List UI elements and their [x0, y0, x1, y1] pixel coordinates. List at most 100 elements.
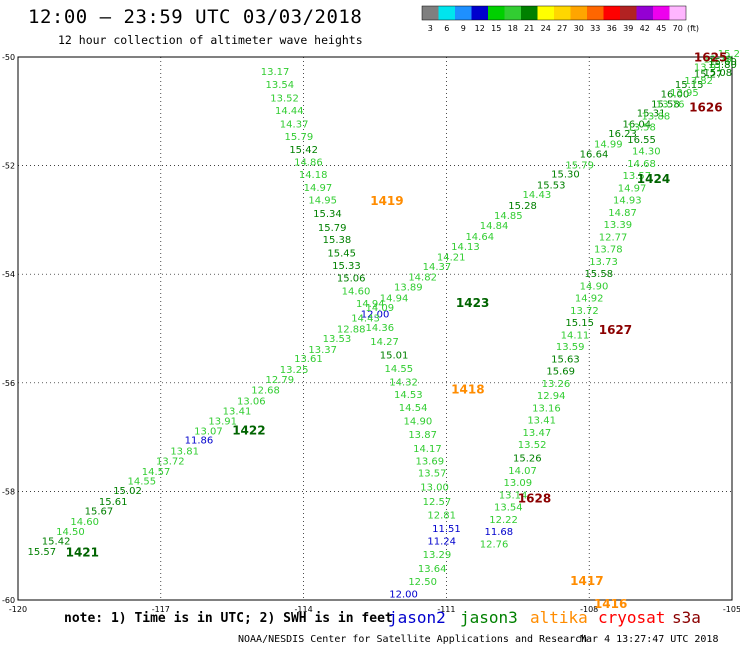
legend-swatch — [504, 6, 521, 20]
swh-reading: 11.68 — [484, 527, 513, 538]
swh-reading: 15.58 — [651, 99, 680, 110]
note-text: note: 1) Time is in UTC; 2) SWH is in fe… — [64, 611, 393, 626]
swh-reading: 13.00 — [420, 482, 449, 493]
swh-reading: 14.54 — [399, 403, 428, 414]
swh-reading: 13.54 — [494, 502, 523, 513]
legend-swatch — [620, 6, 637, 20]
swh-reading: 14.95 — [308, 196, 337, 207]
swh-reading: 16.23 — [608, 129, 637, 140]
swh-reading: 13.47 — [523, 428, 552, 439]
swh-reading: 11.51 — [432, 524, 461, 535]
track-labels: 1625 1626 1424 1419 1423 1627 1418 1422 1628 1421… — [66, 50, 728, 611]
swh-reading: 14.94 — [380, 293, 409, 304]
track-time-label: 1416 — [594, 597, 627, 611]
mission-jason2: jason2 — [388, 608, 446, 627]
swh-reading: 15.15 — [565, 318, 594, 329]
swh-reading: 14.90 — [580, 281, 609, 292]
swh-reading: 13.57 — [418, 469, 447, 480]
legend-tick-label: 21 — [524, 24, 534, 33]
legend-tick-label: 70 — [673, 24, 683, 33]
track-time-label: 1421 — [66, 546, 99, 560]
swh-reading: 14.30 — [632, 147, 661, 158]
swh-reading: 13.52 — [518, 440, 547, 451]
swh-reading: 13.17 — [261, 67, 290, 78]
swh-reading: 15.60 — [708, 57, 737, 68]
lat-tick-label: -56 — [2, 379, 15, 388]
lat-tick-label: -60 — [2, 596, 15, 605]
swh-reading: 15.42 — [289, 145, 318, 156]
legend-tick-label: 36 — [607, 24, 617, 33]
track-time-label: 1417 — [570, 574, 603, 588]
legend-unit-label: (ft) — [687, 24, 699, 33]
swh-reading: 12.50 — [408, 577, 437, 588]
swh-reading: 15.08 — [703, 68, 732, 79]
swh-reading: 14.32 — [389, 378, 418, 389]
footer-timestamp: Mar 4 13:27:47 UTC 2018 — [580, 634, 719, 645]
swh-reading: 12.22 — [489, 515, 518, 526]
swh-reading: 15.15 — [675, 80, 704, 91]
lon-tick-label: -117 — [152, 605, 170, 614]
swh-reading: 15.01 — [380, 350, 409, 361]
swh-reading: 12.94 — [537, 391, 566, 402]
lat-tick-label: -58 — [2, 487, 15, 496]
lat-tick-label: -54 — [2, 270, 15, 279]
swh-reading: 12.76 — [480, 539, 509, 550]
swh-reading: 14.86 — [294, 158, 323, 169]
swh-reading: 15.63 — [551, 355, 580, 366]
swh-reading: 13.91 — [694, 63, 723, 74]
swh-reading: 13.07 — [194, 426, 223, 437]
swh-reading: 14.99 — [594, 140, 623, 151]
swh-reading: 14.50 — [56, 527, 85, 538]
swh-reading: 13.58 — [627, 122, 656, 133]
swh-reading: 14.85 — [494, 211, 523, 222]
swh-reading: 15.34 — [313, 209, 342, 220]
swh-reading: 13.52 — [270, 94, 299, 105]
swh-reading: 13.91 — [208, 417, 237, 428]
swh-reading: 15.30 — [551, 170, 580, 181]
swh-reading: 13.06 — [237, 397, 266, 408]
swh-reading: 14.55 — [385, 364, 414, 375]
swh-reading: 12.79 — [266, 375, 295, 386]
legend-tick-label: 27 — [557, 24, 567, 33]
axis-labels: -50 -52 -54 -56 -58 -60-120 -117 -114 -111 -108 -1… — [2, 53, 740, 614]
swh-reading: 13.64 — [418, 564, 447, 575]
swh-reading: 15.45 — [327, 248, 356, 259]
swh-reading: 13.72 — [570, 306, 599, 317]
swh-reading: 15.27 — [694, 70, 723, 81]
legend-swatch — [422, 6, 439, 20]
swh-reading: 15.61 — [99, 497, 128, 508]
swh-reading: 13.25 — [280, 365, 309, 376]
legend-tick-label: 15 — [491, 24, 501, 33]
legend-outline — [421, 5, 687, 21]
swh-reading: 13.59 — [556, 342, 585, 353]
swh-reading: 14.97 — [304, 183, 333, 194]
track-time-label: 1424 — [637, 172, 670, 186]
lon-tick-label: -111 — [437, 605, 455, 614]
swh-reading: 16.64 — [580, 149, 609, 160]
swh-reading: 13.26 — [542, 379, 571, 390]
swh-reading: 15.26 — [513, 454, 542, 465]
legend-tick-label: 12 — [475, 24, 485, 33]
swh-reading: 13.41 — [223, 406, 252, 417]
map-title: 12:00 — 23:59 UTC 03/03/2018 — [28, 6, 363, 28]
swh-reading: 15.38 — [323, 235, 352, 246]
footer-agency: NOAA/NESDIS Center for Satellite Applica… — [238, 634, 588, 645]
swh-reading: 13.82 — [684, 76, 713, 87]
swh-reading: 13.81 — [170, 446, 199, 457]
legend-swatch — [570, 6, 587, 20]
track-time-label: 1418 — [451, 383, 484, 397]
legend-swatch — [521, 6, 538, 20]
swh-reading: 12.00 — [389, 589, 418, 600]
track-time-label: 1422 — [232, 423, 265, 437]
swh-reading: 13.09 — [504, 478, 533, 489]
lon-tick-label: -120 — [9, 605, 27, 614]
swh-reading: 15.58 — [584, 269, 613, 280]
track-time-label: 1419 — [370, 194, 403, 208]
swh-reading: 15.79 — [565, 160, 594, 171]
legend-swatch — [455, 6, 472, 20]
swh-reading: 15.31 — [637, 109, 666, 120]
legend-swatch — [554, 6, 571, 20]
swh-reading: 14.44 — [275, 106, 304, 117]
track-time-label: 1627 — [599, 323, 632, 337]
swh-reading: 14.13 — [451, 242, 480, 253]
